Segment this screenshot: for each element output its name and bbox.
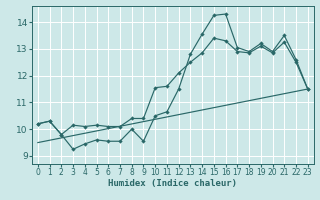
X-axis label: Humidex (Indice chaleur): Humidex (Indice chaleur) <box>108 179 237 188</box>
